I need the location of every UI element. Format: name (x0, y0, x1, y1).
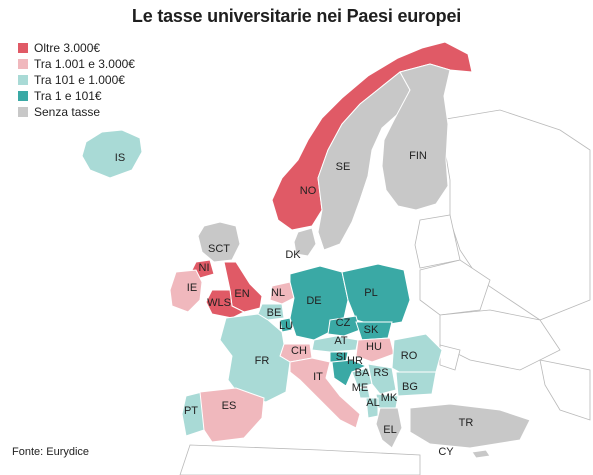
country-SCT (197, 221, 241, 263)
label-ME: ME (352, 382, 369, 394)
no-data-countries (179, 109, 591, 475)
label-BG: BG (402, 381, 418, 393)
label-IE: IE (187, 282, 197, 294)
country-TR (409, 403, 531, 449)
label-BA: BA (355, 367, 370, 379)
label-TR: TR (459, 417, 474, 429)
legend-item-1-101: Tra 1 e 101€ (18, 88, 135, 104)
country-EL (375, 407, 403, 449)
country-ES (199, 387, 265, 443)
country-IT (289, 357, 361, 429)
label-CZ: CZ (336, 317, 351, 329)
country-BE (257, 303, 285, 321)
legend: Oltre 3.000€ Tra 1.001 e 3.000€ Tra 101 … (18, 40, 135, 120)
legend-swatch (18, 107, 28, 117)
label-IT: IT (313, 371, 323, 383)
label-HR: HR (347, 355, 363, 367)
country-LU (279, 317, 293, 333)
label-PL: PL (364, 287, 377, 299)
country-BG (395, 371, 437, 397)
legend-label: Tra 101 e 1.000€ (34, 73, 125, 87)
legend-swatch (18, 91, 28, 101)
country-NL (269, 281, 295, 305)
baltics-region (414, 214, 461, 269)
caucasus-region (539, 359, 591, 421)
label-BE: BE (267, 307, 282, 319)
country-AT (311, 335, 359, 353)
label-NL: NL (271, 287, 285, 299)
country-IS (81, 129, 143, 179)
country-WLS (205, 289, 246, 319)
country-HU (355, 337, 395, 363)
map-title: Le tasse universitarie nei Paesi europei (131, 6, 462, 26)
label-CY: CY (438, 446, 454, 458)
country-FR (219, 313, 291, 403)
label-EN: EN (234, 288, 249, 300)
label-FIN: FIN (409, 150, 427, 162)
label-SCT: SCT (208, 243, 230, 255)
legend-item-101-1000: Tra 101 e 1.000€ (18, 72, 135, 88)
label-LU: LU (279, 320, 293, 332)
label-MK: MK (381, 392, 398, 404)
country-CY (471, 449, 491, 459)
country-RS (367, 363, 397, 395)
country-SE (317, 71, 411, 251)
source-note: Fonte: Eurydice (12, 446, 90, 458)
legend-item-over-3000: Oltre 3.000€ (18, 40, 135, 56)
label-IS: IS (115, 152, 125, 164)
label-FR: FR (255, 355, 270, 367)
legend-item-no-fees: Senza tasse (18, 104, 135, 120)
legend-swatch (18, 43, 28, 53)
label-SI: SI (336, 351, 346, 363)
legend-item-1001-3000: Tra 1.001 e 3.000€ (18, 56, 135, 72)
label-SE: SE (336, 161, 351, 173)
legend-label: Tra 1.001 e 3.000€ (34, 57, 135, 71)
russia-region (439, 109, 591, 321)
country-DK (293, 227, 317, 257)
country-PL (341, 263, 411, 327)
legend-swatch (18, 59, 28, 69)
label-AL: AL (366, 397, 379, 409)
country-FIN (381, 63, 451, 211)
legend-label: Senza tasse (34, 105, 101, 119)
north-africa-region (179, 444, 421, 475)
label-ES: ES (222, 400, 237, 412)
label-WLS: WLS (207, 297, 231, 309)
label-EL: EL (383, 424, 396, 436)
legend-label: Oltre 3.000€ (34, 41, 101, 55)
label-RO: RO (401, 350, 418, 362)
label-NO: NO (300, 185, 317, 197)
legend-swatch (18, 75, 28, 85)
countries (81, 41, 531, 459)
label-DE: DE (306, 295, 321, 307)
label-NI: NI (199, 262, 210, 274)
label-PT: PT (184, 405, 198, 417)
label-DK: DK (285, 249, 301, 261)
country-IE (169, 269, 203, 313)
legend-label: Tra 1 e 101€ (34, 89, 102, 103)
label-AT: AT (334, 335, 348, 347)
label-RS: RS (373, 367, 388, 379)
country-labels: IS NO SE FIN SCT NI IE EN WLS DK NL BE L… (115, 150, 474, 458)
label-HU: HU (366, 341, 382, 353)
country-CZ (327, 315, 361, 337)
label-CH: CH (291, 345, 307, 357)
country-PT (181, 391, 205, 437)
label-SK: SK (364, 324, 379, 336)
